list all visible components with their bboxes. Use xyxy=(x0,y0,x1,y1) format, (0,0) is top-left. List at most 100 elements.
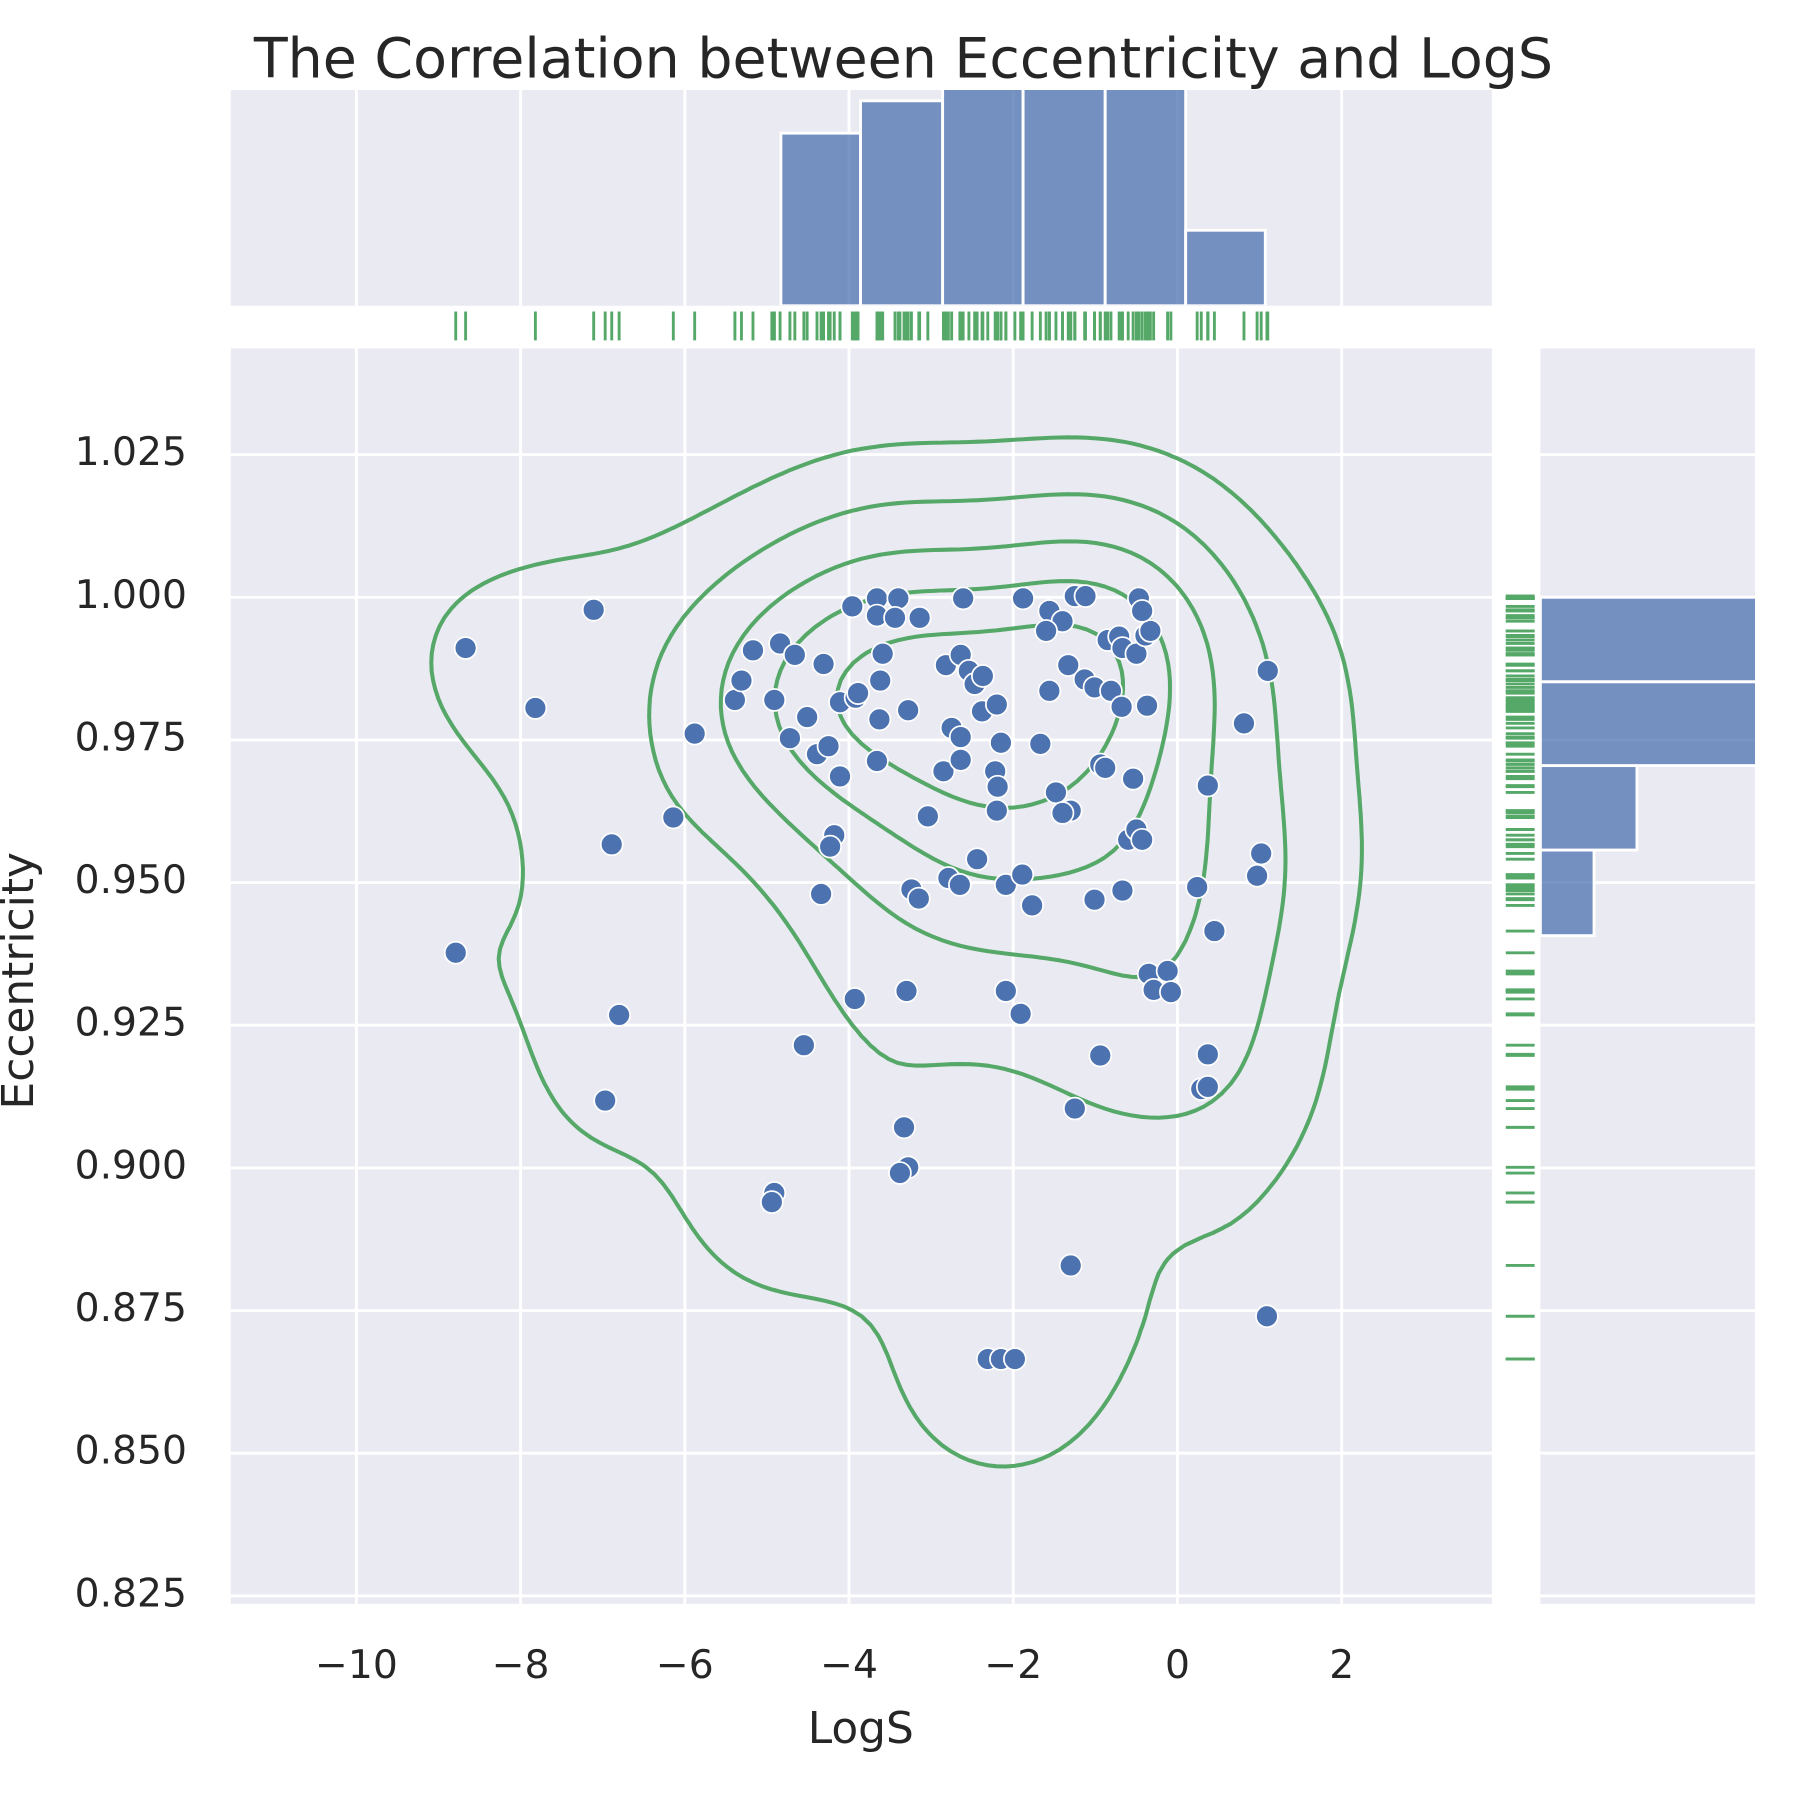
scatter-point xyxy=(1088,1043,1113,1068)
scatter-point xyxy=(840,594,865,619)
scatter-point xyxy=(888,1161,912,1185)
x-tick-label: 0 xyxy=(1165,1643,1190,1688)
scatter-point xyxy=(883,605,907,630)
scatter-point xyxy=(1130,599,1154,623)
scatter-point xyxy=(599,832,624,857)
scatter-point xyxy=(846,681,870,705)
scatter-point xyxy=(1232,711,1256,736)
x-tick-label: −8 xyxy=(492,1643,550,1688)
scatter-point xyxy=(818,834,842,859)
scatter-point xyxy=(661,805,686,830)
scatter-point xyxy=(607,1003,631,1027)
scatter-point xyxy=(809,882,833,906)
scatter-point xyxy=(1196,773,1220,798)
histogram-bar xyxy=(1540,680,1755,768)
scatter-point xyxy=(985,774,1010,799)
x-tick-label: −4 xyxy=(820,1643,878,1688)
y-tick-label: 0.925 xyxy=(75,1001,187,1046)
x-tick-label: −2 xyxy=(984,1643,1042,1688)
scatter-point xyxy=(1138,619,1163,643)
scatter-point xyxy=(971,664,995,688)
scatter-point xyxy=(811,652,836,676)
scatter-point xyxy=(762,688,787,712)
scatter-point xyxy=(931,759,956,784)
histogram-bar xyxy=(1540,595,1755,684)
scatter-point xyxy=(1155,959,1180,983)
y-tick-label: 0.875 xyxy=(75,1286,187,1331)
scatter-point xyxy=(581,597,606,622)
scatter-point xyxy=(984,798,1009,823)
scatter-point xyxy=(729,668,754,693)
x-axis-label: LogS xyxy=(808,1703,914,1754)
y-tick-label: 0.825 xyxy=(75,1571,187,1616)
kde-contour xyxy=(718,539,1217,980)
scatter-point xyxy=(948,873,972,897)
scatter-point xyxy=(906,886,931,911)
scatter-point xyxy=(894,979,919,1003)
scatter-point xyxy=(783,643,807,667)
scatter-point xyxy=(1056,653,1081,677)
scatter-point xyxy=(1245,863,1269,888)
scatter-point xyxy=(965,847,989,872)
scatter-point xyxy=(1093,756,1118,780)
y-tick-label: 1.025 xyxy=(75,430,187,475)
scatter-point xyxy=(1062,1096,1087,1121)
scatter-point xyxy=(778,726,802,751)
scatter-point xyxy=(1185,875,1209,899)
scatter-point xyxy=(1121,766,1145,791)
y-tick-label: 0.975 xyxy=(75,715,187,760)
scatter-point xyxy=(1044,780,1068,805)
scatter-point xyxy=(1135,693,1159,718)
y-tick-label: 0.950 xyxy=(75,858,187,903)
x-tick-label: −6 xyxy=(656,1643,714,1688)
histogram-bar xyxy=(1184,228,1267,306)
scatter-point xyxy=(1109,694,1134,719)
scatter-point xyxy=(948,725,973,749)
scatter-point xyxy=(907,605,932,630)
scatter-point xyxy=(984,692,1009,717)
scatter-point xyxy=(1073,584,1098,608)
scatter-point xyxy=(868,668,893,693)
scatter-point xyxy=(741,638,765,663)
y-tick-label: 0.900 xyxy=(75,1143,187,1188)
right-marginal-axes xyxy=(1540,348,1755,1604)
scatter-point xyxy=(1196,1075,1220,1099)
scatter-point xyxy=(1255,659,1280,683)
scatter-point xyxy=(828,764,852,789)
right-histogram xyxy=(1540,595,1755,938)
scatter-point xyxy=(892,1115,916,1140)
scatter-point xyxy=(951,586,975,611)
scatter-point xyxy=(792,1033,816,1058)
main-axes xyxy=(230,348,1492,1604)
kde-contour xyxy=(429,435,1364,1469)
scatter-point xyxy=(1196,1042,1220,1067)
scatter-point xyxy=(1159,980,1183,1004)
scatter-point xyxy=(842,987,867,1011)
chart-title: The Correlation between Eccentricity and… xyxy=(253,27,1553,91)
scatter-point xyxy=(1130,827,1154,852)
scatter-point xyxy=(886,586,911,611)
scatter-point xyxy=(989,730,1013,755)
x-tick-label: 2 xyxy=(1329,1643,1354,1688)
scatter-point xyxy=(1028,732,1053,756)
histogram-bar xyxy=(1103,89,1188,306)
scatter-point xyxy=(760,1190,784,1214)
kde-contour xyxy=(647,492,1288,1120)
scatter-point xyxy=(443,940,468,965)
scatter-point xyxy=(593,1088,618,1113)
top-histogram xyxy=(779,89,1267,306)
scatter-point xyxy=(1050,801,1075,825)
scatter-point xyxy=(453,636,478,660)
histogram-bar xyxy=(859,99,945,306)
histogram-bar xyxy=(1540,764,1639,852)
y-axis-label: Eccentricity xyxy=(0,852,44,1109)
x-tick-label: −10 xyxy=(315,1643,398,1688)
scatter-point xyxy=(994,979,1018,1003)
scatter-point xyxy=(682,721,707,746)
scatter-point xyxy=(795,705,819,729)
scatter-point xyxy=(1110,878,1135,903)
scatter-point xyxy=(1058,1253,1083,1278)
scatter-point xyxy=(1037,679,1062,703)
scatter-point xyxy=(1020,893,1044,918)
